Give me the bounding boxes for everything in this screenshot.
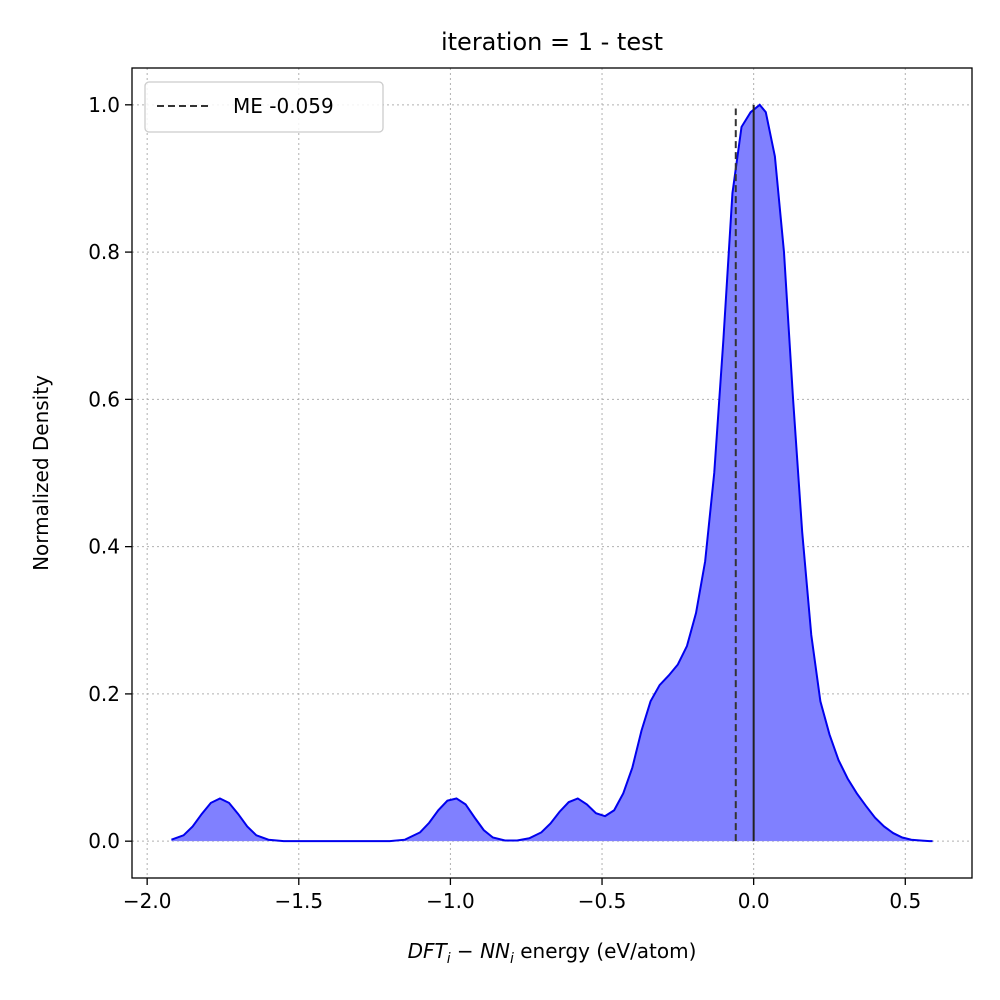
y-axis-ticks: 0.0 0.2 0.4 0.6 0.8 1.0 [88, 93, 132, 853]
legend-box [144, 81, 384, 133]
density-line [171, 103, 933, 843]
chart-title: iteration = 1 - test [441, 28, 663, 56]
x-axis-ticks: −2.0 −1.5 −1.0 −0.5 0.0 0.5 [123, 878, 921, 913]
y-tick-label: 1.0 [88, 93, 120, 117]
mean-lines [734, 104, 755, 842]
density-area [171, 103, 933, 843]
x-axis-label: DFTi − NNi energy (eV/atom) [408, 939, 697, 967]
grid [132, 68, 972, 878]
y-axis-label: Normalized Density [29, 375, 53, 571]
x-tick-label: 0.0 [738, 889, 770, 913]
y-tick-label: 0.8 [88, 240, 120, 264]
x-tick-label: −2.0 [123, 889, 172, 913]
x-tick-label: −1.0 [426, 889, 475, 913]
x-tick-label: −0.5 [578, 889, 627, 913]
y-tick-label: 0.2 [88, 682, 120, 706]
x-tick-label: 0.5 [889, 889, 921, 913]
y-tick-label: 0.0 [88, 829, 120, 853]
y-tick-label: 0.4 [88, 535, 120, 559]
y-tick-label: 0.6 [88, 387, 120, 411]
legend-label: ME -0.059 [233, 94, 334, 118]
plot-frame [131, 67, 973, 879]
x-tick-label: −1.5 [274, 889, 323, 913]
density-fill [171, 104, 933, 842]
legend: ME -0.059 [144, 81, 384, 133]
